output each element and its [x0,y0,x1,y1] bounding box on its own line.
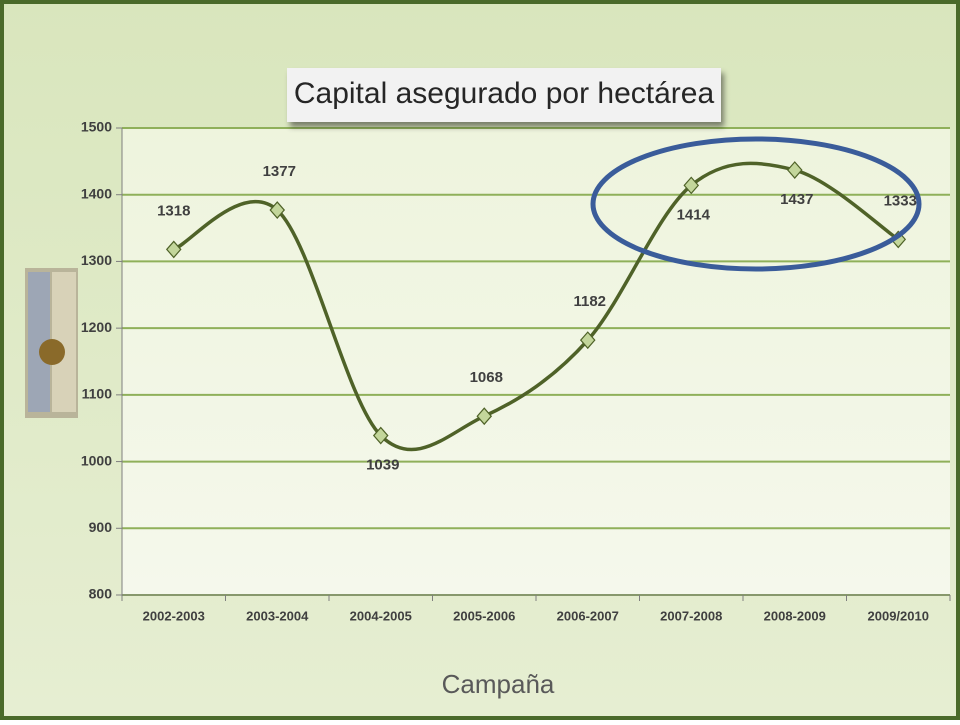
data-label: 1039 [366,457,399,474]
x-tick-label: 2007-2008 [660,608,722,623]
data-label: 1377 [263,163,296,180]
x-tick-label: 2005-2006 [453,608,515,623]
y-tick-label: 1300 [81,252,112,268]
title-box [287,68,721,122]
x-tick-label: 2009/2010 [868,608,929,623]
photo-bill [28,272,50,412]
data-label: 1182 [573,293,606,310]
marker [476,407,493,426]
line [172,161,900,452]
x-tick-label: 2008-2009 [764,608,826,623]
y-tick-label: 1500 [81,119,112,135]
x-tick-label: 2002-2003 [143,608,205,623]
y-tick-label: 1200 [81,319,112,335]
data-label: 1437 [780,191,813,208]
x-tick-label: 2003-2004 [246,608,309,623]
y-tick-label: 1100 [82,386,113,402]
data-label: 1333 [884,192,917,209]
photo-coin [39,339,65,365]
data-label: 1414 [677,206,711,223]
x-tick-label: 2006-2007 [557,608,619,623]
y-tick-label: 900 [89,519,113,535]
plot-area [122,128,950,595]
x-tick-label: 2004-2005 [350,608,412,623]
highlight-oval [590,136,922,272]
y-tick-label: 1400 [81,185,112,201]
marker [579,331,596,350]
marker [786,161,803,179]
marker [683,176,700,195]
data-label: 1318 [157,202,190,219]
marker [372,426,389,445]
marker [269,201,286,219]
data-label: 1068 [470,369,503,386]
marker [165,240,182,259]
y-tick-label: 800 [89,586,113,602]
y-tick-label: 1000 [81,452,112,468]
x-axis-title: Campaña [442,669,555,699]
chart-title: Capital asegurado por hectárea [294,77,715,110]
